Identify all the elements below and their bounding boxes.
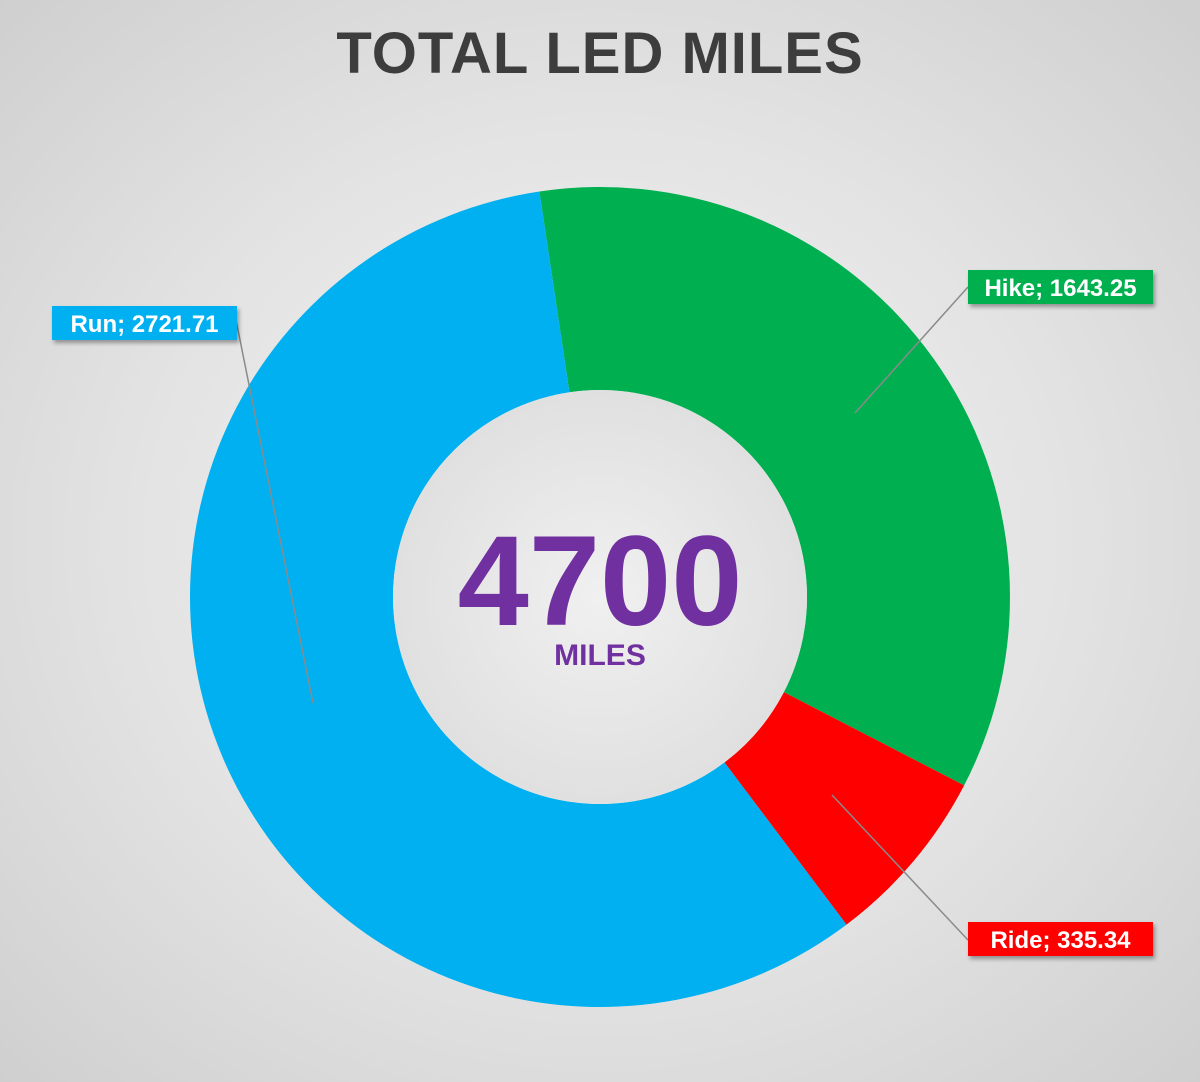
data-label-text-ride: Ride; 335.34: [990, 927, 1131, 954]
center-total-value: 4700: [458, 510, 743, 653]
data-label-box-hike: [968, 270, 1153, 304]
leader-line-hike: [854, 286, 969, 414]
data-label-box-run: [52, 306, 237, 340]
leader-line-run: [235, 319, 314, 704]
data-label-hike: Hike; 1643.25: [968, 270, 1153, 304]
donut-slice-hike: [539, 186, 1010, 786]
data-label-ride: Ride; 335.34: [968, 922, 1153, 956]
center-unit-label: MILES: [554, 639, 646, 672]
data-label-text-run: Run; 2721.71: [70, 311, 218, 338]
data-label-text-hike: Hike; 1643.25: [984, 275, 1136, 302]
data-label-box-ride: [968, 922, 1153, 956]
leader-line-ride: [831, 794, 969, 941]
donut-slice-run: [190, 191, 847, 1008]
data-label-run: Run; 2721.71: [52, 306, 237, 340]
chart-title: TOTAL LED MILES: [336, 21, 864, 86]
donut-hole: [393, 390, 807, 804]
